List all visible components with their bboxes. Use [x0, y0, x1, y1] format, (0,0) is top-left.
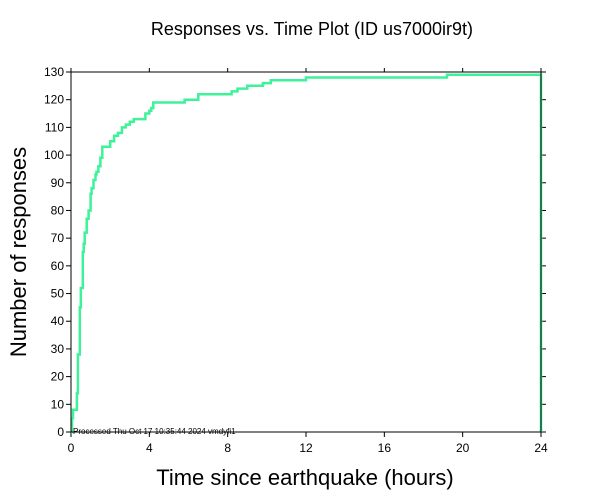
y-tick-label-0: 0 — [57, 425, 64, 439]
y-tick-label-110: 110 — [45, 120, 64, 134]
y-tick-label-30: 30 — [51, 342, 65, 356]
x-tick-label-8: 8 — [224, 441, 231, 455]
x-tick-label-16: 16 — [378, 441, 392, 455]
axis-ticks — [66, 68, 546, 437]
y-tick-label-100: 100 — [44, 148, 64, 162]
plot-frame — [70, 71, 542, 433]
tick-labels: 0 4 8 12 16 20 24 0 10 20 30 40 50 60 70 80 90 100 110 120 1… — [44, 65, 548, 455]
y-tick-label-80: 80 — [51, 203, 65, 217]
y-tick-label-130: 130 — [44, 65, 64, 79]
chart-title: Responses vs. Time Plot (ID us7000ir9t) — [151, 19, 473, 39]
x-tick-label-24: 24 — [534, 441, 548, 455]
processed-footnote: Processed Thu Oct 17 10:35:44 2024 vmdyf… — [73, 427, 236, 436]
y-tick-label-50: 50 — [51, 287, 65, 301]
y-tick-label-10: 10 — [51, 397, 65, 411]
x-tick-label-0: 0 — [68, 441, 75, 455]
y-tick-label-40: 40 — [51, 314, 65, 328]
y-tick-label-90: 90 — [51, 176, 65, 190]
y-tick-label-70: 70 — [51, 231, 65, 245]
y-tick-label-60: 60 — [51, 259, 65, 273]
x-axis-label: Time since earthquake (hours) — [156, 465, 454, 490]
x-tick-label-12: 12 — [299, 441, 313, 455]
x-tick-label-20: 20 — [456, 441, 470, 455]
x-tick-label-4: 4 — [146, 441, 153, 455]
y-axis-label: Number of responses — [6, 147, 31, 357]
y-tick-label-120: 120 — [44, 93, 64, 107]
series-line — [70, 73, 543, 434]
y-tick-label-20: 20 — [51, 370, 65, 384]
